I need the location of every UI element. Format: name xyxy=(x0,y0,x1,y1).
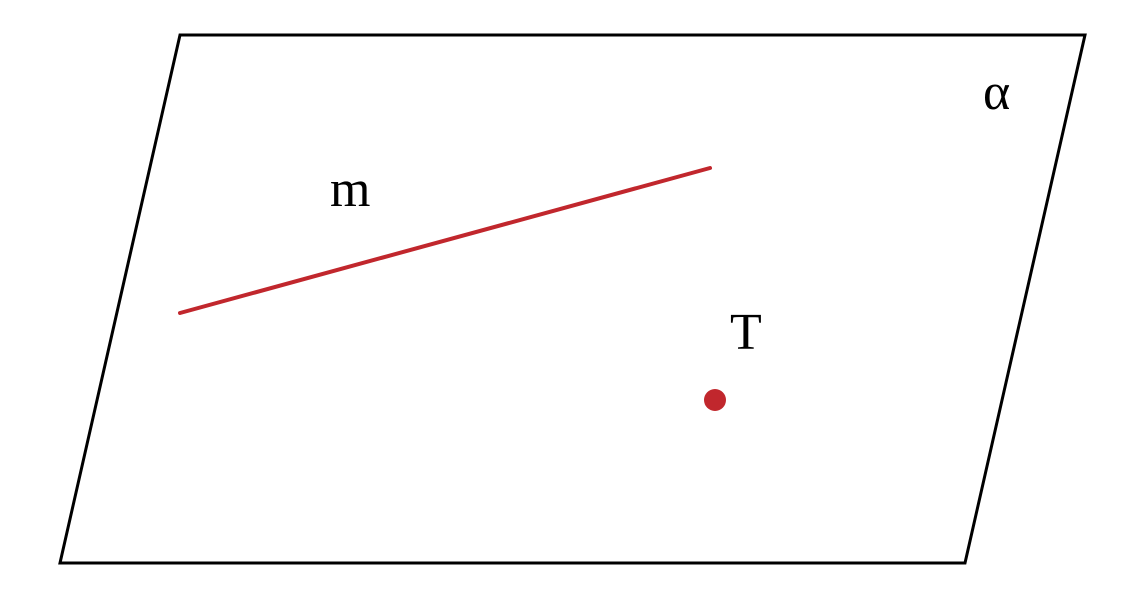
label-alpha: α xyxy=(983,63,1010,122)
label-m: m xyxy=(330,160,370,219)
label-t: T xyxy=(730,303,762,362)
point-t xyxy=(704,389,726,411)
line-m xyxy=(180,168,710,313)
geometry-diagram xyxy=(0,0,1125,600)
plane-alpha xyxy=(60,35,1085,563)
